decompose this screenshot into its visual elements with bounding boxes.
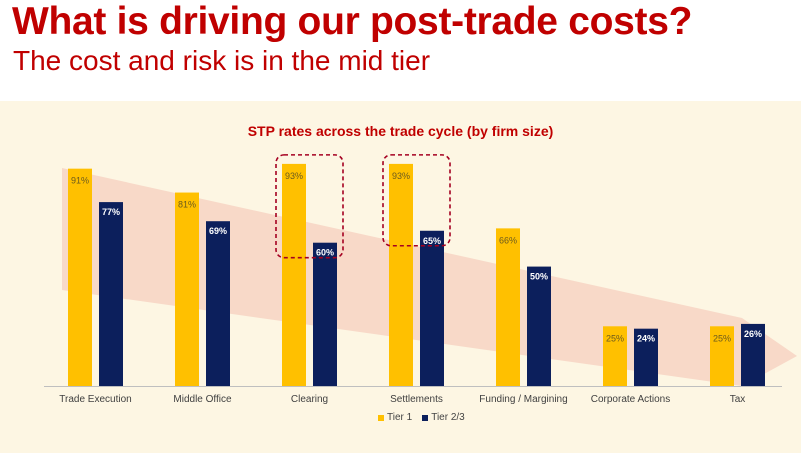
- bar-tier23: [313, 242, 337, 386]
- data-label-tier1: 93%: [392, 171, 410, 181]
- data-label-tier1: 81%: [178, 200, 196, 210]
- data-label-tier1: 91%: [71, 176, 89, 186]
- bar-tier23: [741, 323, 765, 386]
- x-tick-label: Corporate Actions: [591, 394, 671, 405]
- data-label-tier1: 93%: [285, 171, 303, 181]
- bar-tier1: [68, 168, 92, 386]
- bar-tier1: [175, 192, 199, 386]
- x-tick-label: Settlements: [390, 394, 443, 405]
- chart-title: STP rates across the trade cycle (by fir…: [247, 123, 554, 139]
- data-label-tier23: 24%: [637, 334, 655, 344]
- legend-label-tier1: Tier 1: [387, 412, 413, 423]
- bar-tier23: [420, 230, 444, 386]
- bar-tier1: [710, 326, 734, 386]
- legend-item-tier23: Tier 2/3: [422, 412, 465, 423]
- bar-tier23: [206, 221, 230, 386]
- data-label-tier23: 26%: [744, 329, 762, 339]
- x-tick-label: Tax: [730, 394, 746, 405]
- legend-label-tier23: Tier 2/3: [431, 412, 465, 423]
- data-label-tier1: 25%: [713, 333, 731, 343]
- page-subtitle: The cost and risk is in the mid tier: [13, 45, 431, 76]
- x-tick-label: Trade Execution: [59, 394, 131, 405]
- legend-swatch-tier1: [378, 414, 384, 421]
- data-label-tier23: 65%: [423, 236, 441, 246]
- bar-tier1: [282, 163, 306, 386]
- bar-tier1: [389, 163, 413, 386]
- highlight-box: [275, 154, 344, 259]
- data-label-tier23: 50%: [530, 272, 548, 282]
- chart-legend: Tier 1 Tier 2/3: [378, 412, 465, 423]
- bar-tier1: [603, 326, 627, 386]
- data-label-tier1: 66%: [499, 235, 517, 245]
- bar-tier23: [527, 266, 551, 386]
- legend-item-tier1: Tier 1: [378, 412, 412, 423]
- data-label-tier1: 25%: [606, 333, 624, 343]
- data-label-tier23: 69%: [209, 226, 227, 236]
- bar-tier23: [99, 202, 123, 386]
- legend-swatch-tier23: [422, 414, 429, 421]
- page-title: What is driving our post-trade costs?: [12, 0, 693, 43]
- bar-tier23: [634, 328, 658, 386]
- x-tick-label: Funding / Margining: [479, 394, 567, 405]
- bar-tier1: [496, 228, 520, 386]
- x-tick-label: Clearing: [291, 394, 328, 405]
- data-label-tier23: 60%: [316, 248, 334, 258]
- x-tick-label: Middle Office: [173, 394, 232, 405]
- data-label-tier23: 77%: [102, 207, 120, 217]
- highlight-box: [382, 154, 451, 247]
